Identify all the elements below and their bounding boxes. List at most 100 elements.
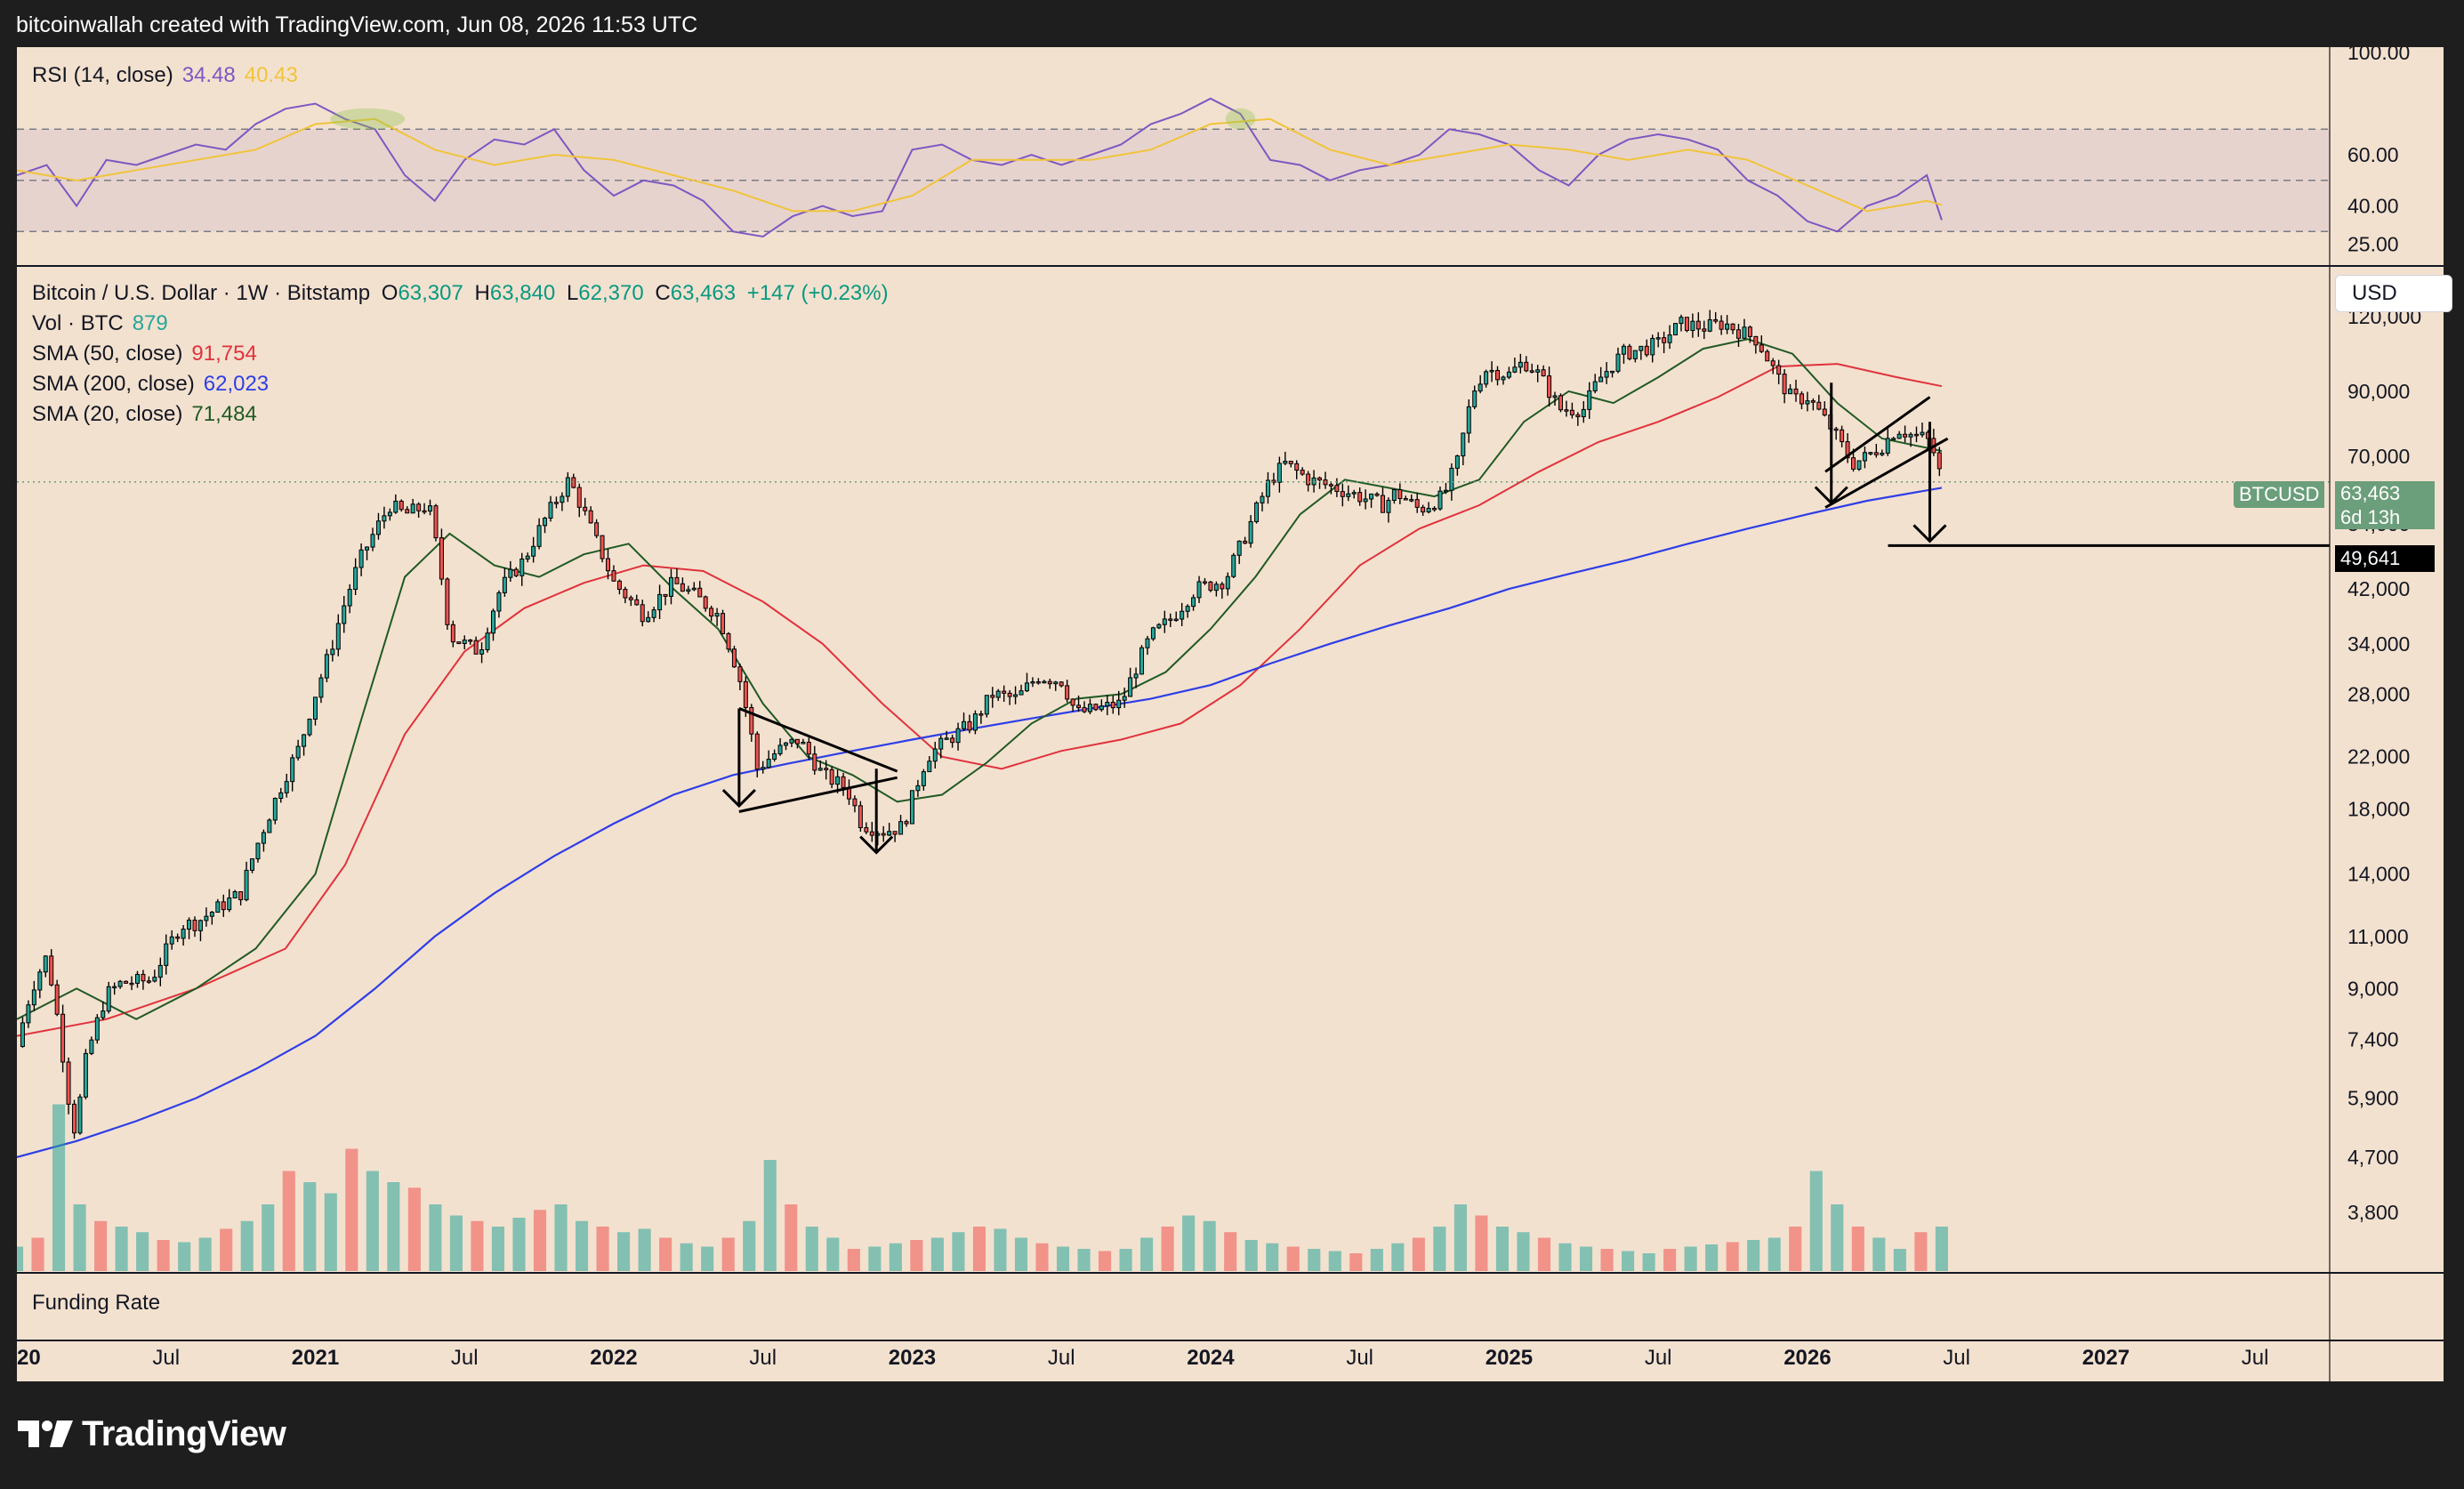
price-axis-tick: 14,000 <box>2347 863 2410 886</box>
candle-down <box>576 487 582 508</box>
open-label: O <box>381 281 399 305</box>
volume-bar <box>763 1160 777 1271</box>
volume-legend[interactable]: Vol · BTC 879 <box>32 311 168 336</box>
candle-down <box>473 640 479 655</box>
rsi-legend[interactable]: RSI (14, close) 34.48 40.43 <box>32 63 298 88</box>
rsi-ma-line <box>17 117 1943 213</box>
price-axis-tick: 28,000 <box>2347 682 2410 705</box>
currency-button[interactable]: USD <box>2335 275 2452 312</box>
candle-up <box>686 589 691 592</box>
chart-attribution-header: bitcoinwallah created with TradingView.c… <box>16 12 698 37</box>
candle-down <box>468 640 473 642</box>
volume-bar <box>1182 1215 1196 1271</box>
volume-bar <box>889 1243 902 1271</box>
volume-bar <box>617 1232 631 1271</box>
candle-up <box>1679 317 1684 325</box>
price-axis-tick: 42,000 <box>2347 577 2410 600</box>
candle-up <box>490 610 495 634</box>
chart-frame[interactable]: 100.00 60.00 40.00 25.00 120,000 90,000 70,00… <box>17 47 2452 1381</box>
candle-up <box>1667 334 1672 343</box>
rsi-axis-tick: 100.00 <box>2347 47 2410 64</box>
candle-down <box>1334 485 1340 493</box>
candle-down <box>1288 461 1293 464</box>
volume-bar <box>387 1182 400 1271</box>
candle-down <box>606 558 611 572</box>
candle-down <box>634 599 640 606</box>
volume-bar <box>240 1220 254 1271</box>
candle-up <box>777 744 783 754</box>
candle-up <box>772 753 777 761</box>
candle-up <box>365 546 370 551</box>
candle-down <box>990 695 995 698</box>
candle-down <box>1070 698 1075 706</box>
candle-down <box>594 522 600 536</box>
candle-up <box>312 696 318 720</box>
candle-down <box>1432 508 1437 511</box>
candle-up <box>927 761 932 773</box>
candle-down <box>124 980 129 984</box>
volume-bar <box>115 1227 128 1271</box>
volume-bar <box>1537 1237 1551 1271</box>
candle-up <box>1391 489 1397 501</box>
candle-up <box>1105 702 1110 707</box>
candles <box>20 310 1942 1139</box>
candle-down <box>721 613 726 634</box>
price-axis-tick: 22,000 <box>2347 745 2410 769</box>
candle-up <box>1896 433 1902 439</box>
candle-up <box>1185 606 1190 612</box>
volume-bar <box>952 1232 965 1271</box>
time-axis-tick: Jul <box>1048 1346 1075 1370</box>
price-axis-tick: 9,000 <box>2347 977 2399 1000</box>
candle-up <box>548 502 553 519</box>
rsi-value: 34.48 <box>181 63 236 87</box>
candle-down <box>1822 408 1827 416</box>
candle-down <box>881 833 886 836</box>
candle-up <box>250 858 255 871</box>
candle-down <box>640 604 645 623</box>
flag-left-arrow-head <box>1814 486 1848 505</box>
candle-up <box>77 1096 83 1134</box>
candle-down <box>1243 540 1248 544</box>
candle-up <box>508 568 513 578</box>
candle-up <box>1805 400 1810 405</box>
volume-bar <box>94 1220 108 1271</box>
candle-down <box>743 680 748 708</box>
volume-bar <box>1684 1246 1697 1271</box>
tradingview-logo[interactable]: TradingView <box>18 1414 286 1453</box>
candle-up <box>1437 490 1443 510</box>
sma50-legend[interactable]: SMA (50, close) 91,754 <box>32 342 257 366</box>
candle-down <box>1810 400 1816 403</box>
candle-up <box>164 943 169 966</box>
candle-up <box>1346 493 1351 497</box>
candle-down <box>1564 409 1569 412</box>
candle-down <box>1903 433 1908 438</box>
candle-up <box>94 1017 100 1041</box>
sma20-legend[interactable]: SMA (20, close) 71,484 <box>32 402 257 427</box>
candle-up <box>284 781 289 793</box>
candle-up <box>1885 438 1890 454</box>
time-axis-tick: Jul <box>1346 1346 1373 1370</box>
candle-down <box>60 1013 66 1063</box>
sma200-legend[interactable]: SMA (200, close) 62,023 <box>32 372 269 397</box>
candle-up <box>1466 406 1471 434</box>
candle-down <box>433 505 439 539</box>
candle-up <box>1191 597 1196 608</box>
volume-bar <box>31 1237 44 1271</box>
volume-bar <box>1140 1237 1154 1271</box>
candle-down <box>1575 414 1581 418</box>
candle-up <box>485 632 490 650</box>
candle-up <box>543 517 548 527</box>
candle-down <box>439 537 444 580</box>
time-axis-tick: 2022 <box>590 1346 637 1370</box>
candle-down <box>1035 680 1041 684</box>
symbol-price-tag-label: BTCUSD <box>2234 481 2325 508</box>
candle-down <box>628 597 633 600</box>
candle-up <box>898 821 904 835</box>
candle-down <box>611 570 616 582</box>
bar-countdown-tag: 6d 13h <box>2335 506 2435 529</box>
price-legend[interactable]: Bitcoin / U.S. Dollar · 1W · Bitstamp O6… <box>32 281 889 306</box>
volume-bar <box>847 1249 860 1271</box>
volume-bar <box>1558 1243 1572 1271</box>
candle-down <box>1753 335 1759 346</box>
